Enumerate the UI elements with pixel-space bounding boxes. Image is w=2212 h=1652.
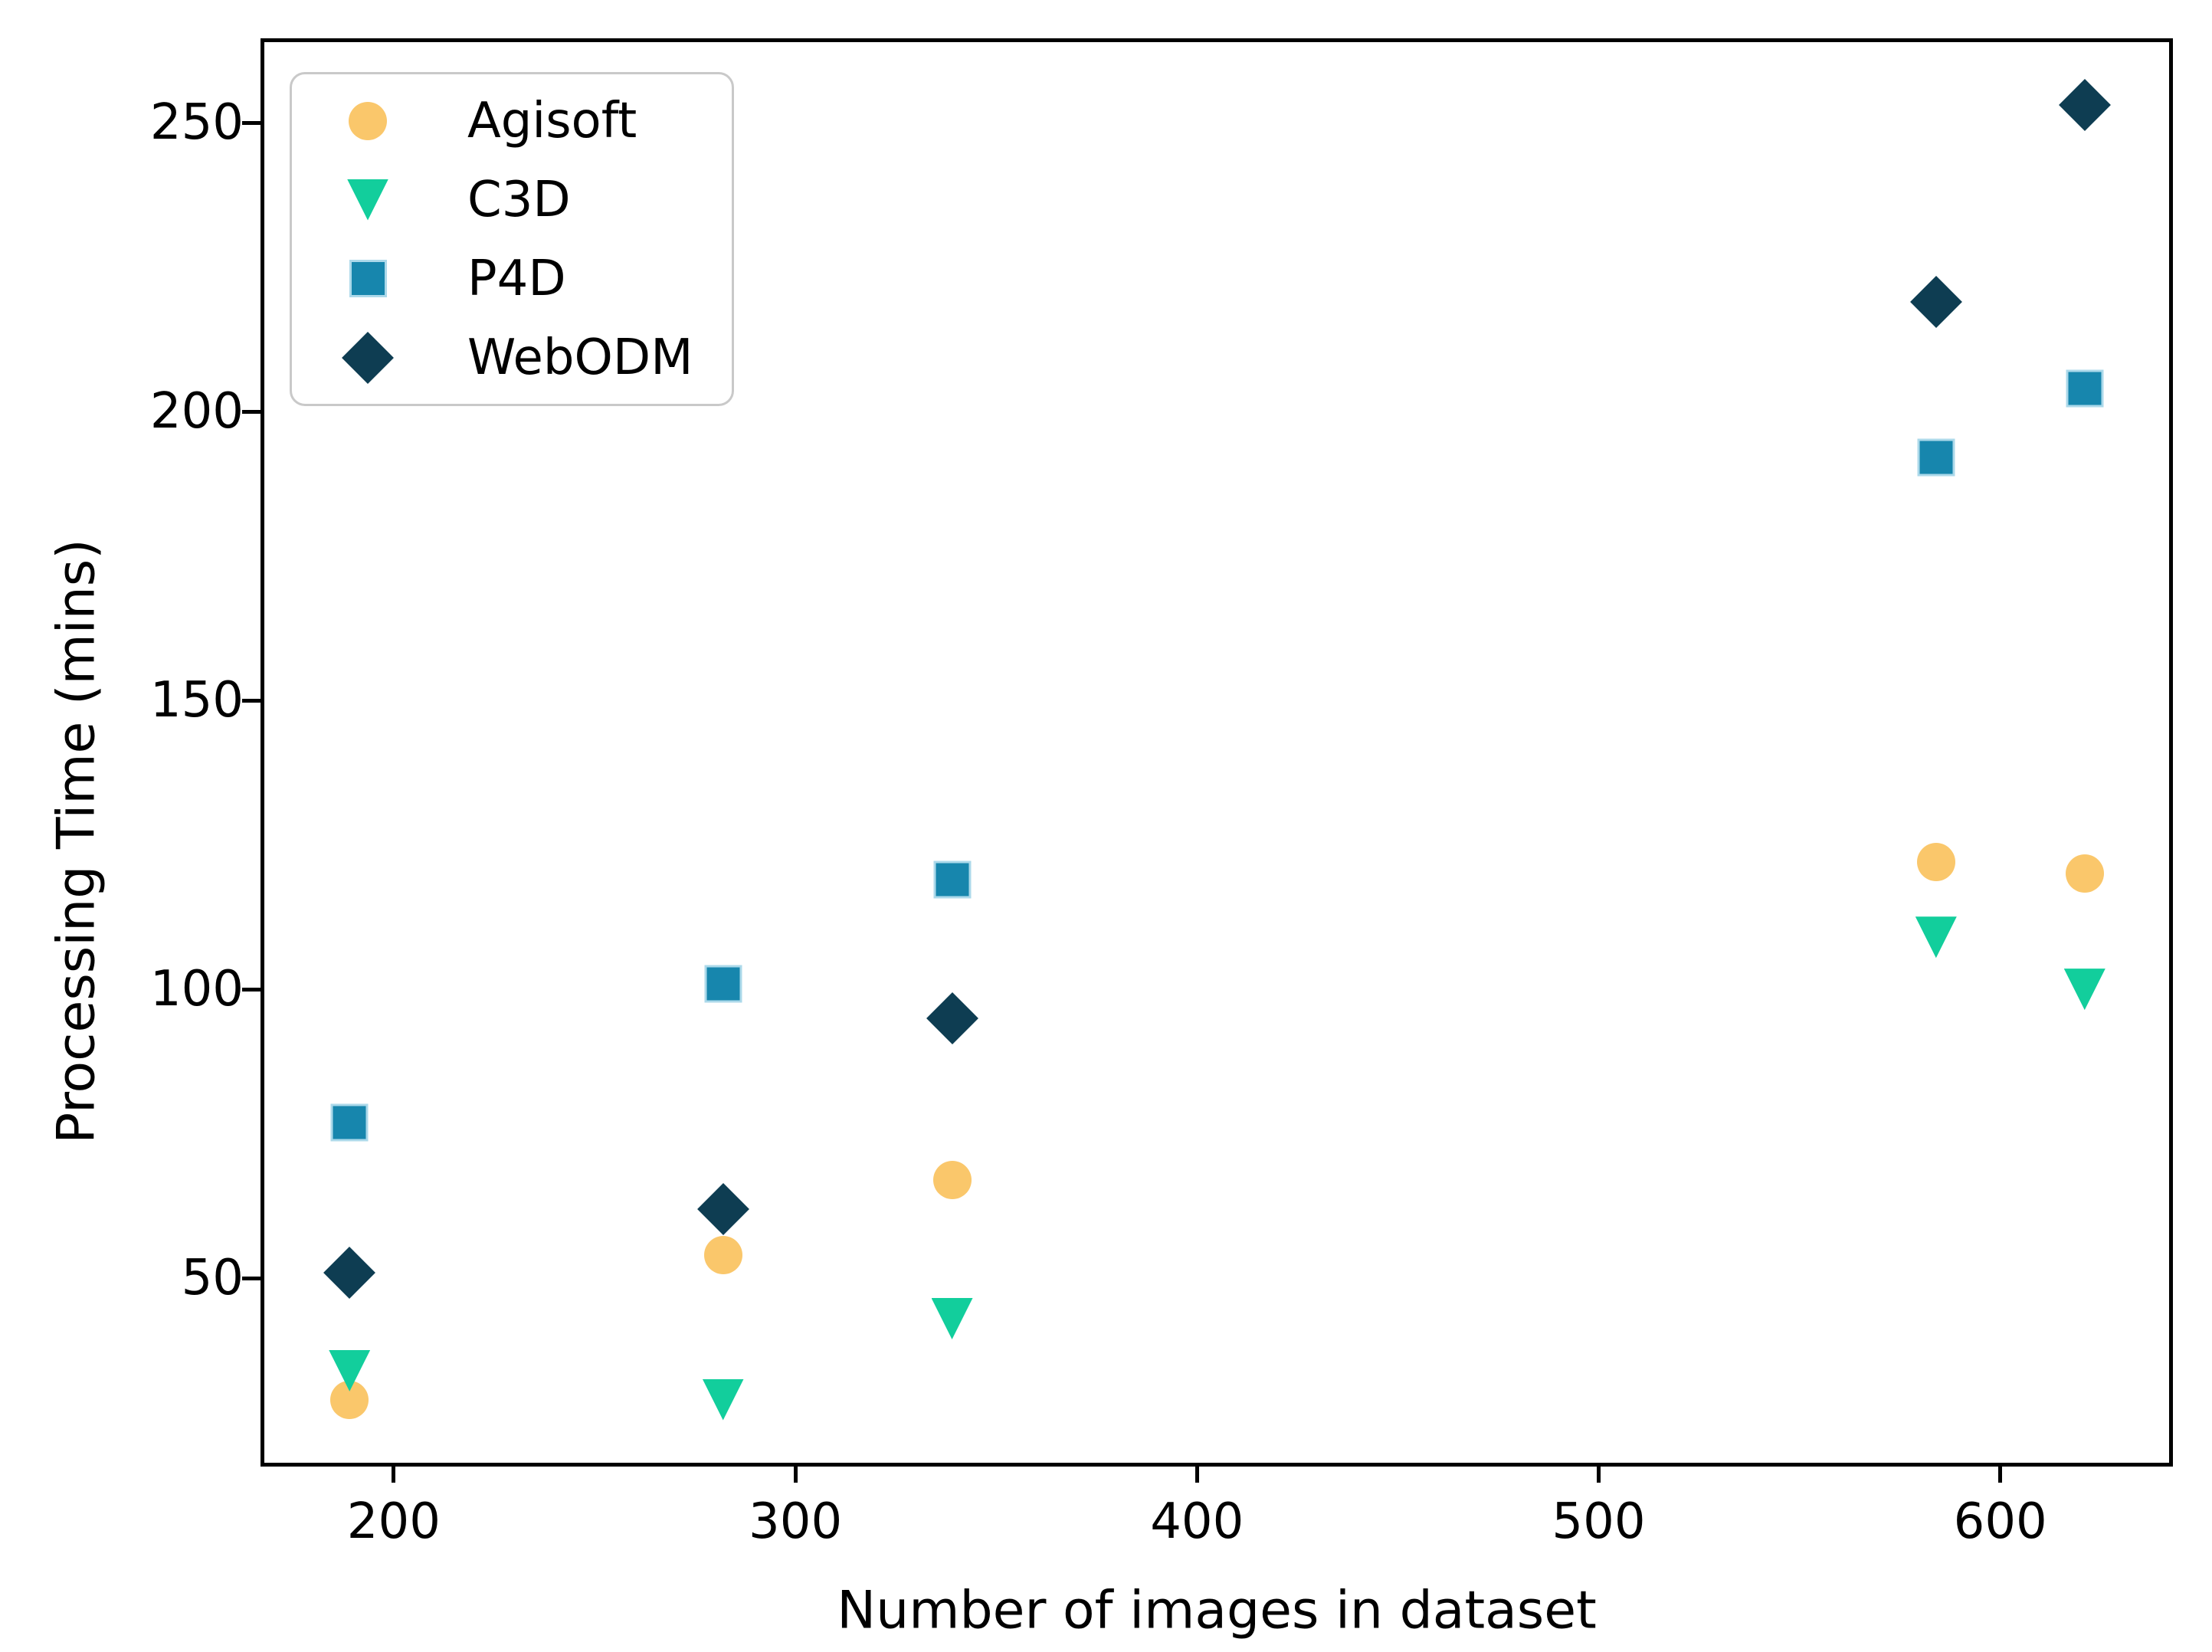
x-axis-label: Number of images in dataset (837, 1580, 1597, 1641)
legend: Agisoft C3D P4D WebODM (290, 72, 734, 406)
x-tick-mark (1596, 1464, 1601, 1483)
legend-label-c3d: C3D (467, 171, 571, 228)
scatter-point-agisoft (932, 1161, 972, 1199)
scatter-point-webodm (926, 992, 978, 1044)
y-tick-label: 250 (149, 94, 244, 152)
scatter-point-agisoft (703, 1236, 742, 1275)
legend-label-agisoft: Agisoft (467, 92, 637, 149)
scatter-point-agisoft (1916, 843, 1955, 882)
scatter-point-webodm (1909, 275, 1962, 328)
x-tick-label: 500 (1552, 1493, 1646, 1550)
x-tick-mark (392, 1464, 396, 1483)
y-tick-label: 100 (149, 961, 244, 1018)
circle-marker-icon (349, 101, 387, 140)
scatter-point-c3d (1915, 916, 1957, 959)
triangle-down-marker-icon (347, 179, 388, 221)
p4d-square-icon (341, 252, 395, 306)
c3d-triangle-icon (341, 173, 395, 227)
legend-row-agisoft: Agisoft (292, 81, 732, 160)
x-tick-label: 600 (1953, 1493, 2047, 1550)
legend-row-p4d: P4D (292, 239, 732, 318)
agisoft-circle-icon (341, 94, 395, 148)
diamond-marker-icon (342, 331, 394, 384)
scatter-point-p4d (1917, 438, 1955, 477)
scatter-point-webodm (323, 1246, 376, 1299)
legend-row-webodm: WebODM (292, 318, 732, 397)
scatter-point-p4d (704, 965, 742, 1003)
y-tick-mark (242, 409, 261, 414)
legend-row-c3d: C3D (292, 160, 732, 239)
y-tick-mark (242, 698, 261, 703)
x-tick-label: 400 (1150, 1493, 1244, 1550)
scatter-point-agisoft (2065, 854, 2104, 893)
y-tick-label: 150 (149, 672, 244, 729)
y-tick-label: 200 (149, 383, 244, 441)
scatter-point-c3d (931, 1297, 973, 1339)
y-tick-label: 50 (181, 1250, 244, 1307)
x-tick-mark (793, 1464, 798, 1483)
x-tick-mark (1998, 1464, 2003, 1483)
legend-label-webodm: WebODM (467, 329, 693, 386)
y-axis-label: Processing Time (mins) (46, 539, 107, 1144)
scatter-point-c3d (2063, 969, 2105, 1011)
scatter-point-c3d (702, 1378, 744, 1421)
square-marker-icon (349, 260, 387, 297)
x-tick-label: 300 (749, 1493, 843, 1550)
scatter-point-c3d (329, 1349, 371, 1391)
x-tick-mark (1194, 1464, 1199, 1483)
scatter-point-p4d (330, 1103, 369, 1142)
y-tick-mark (242, 1276, 261, 1280)
x-tick-label: 200 (346, 1493, 441, 1550)
scatter-point-webodm (2058, 79, 2111, 132)
scatter-point-p4d (933, 860, 972, 899)
y-tick-mark (242, 987, 261, 992)
webodm-diamond-icon (341, 331, 395, 385)
y-tick-mark (242, 120, 261, 125)
scatter-point-webodm (696, 1182, 749, 1235)
scatter-point-p4d (2066, 369, 2104, 408)
legend-label-p4d: P4D (467, 250, 566, 307)
